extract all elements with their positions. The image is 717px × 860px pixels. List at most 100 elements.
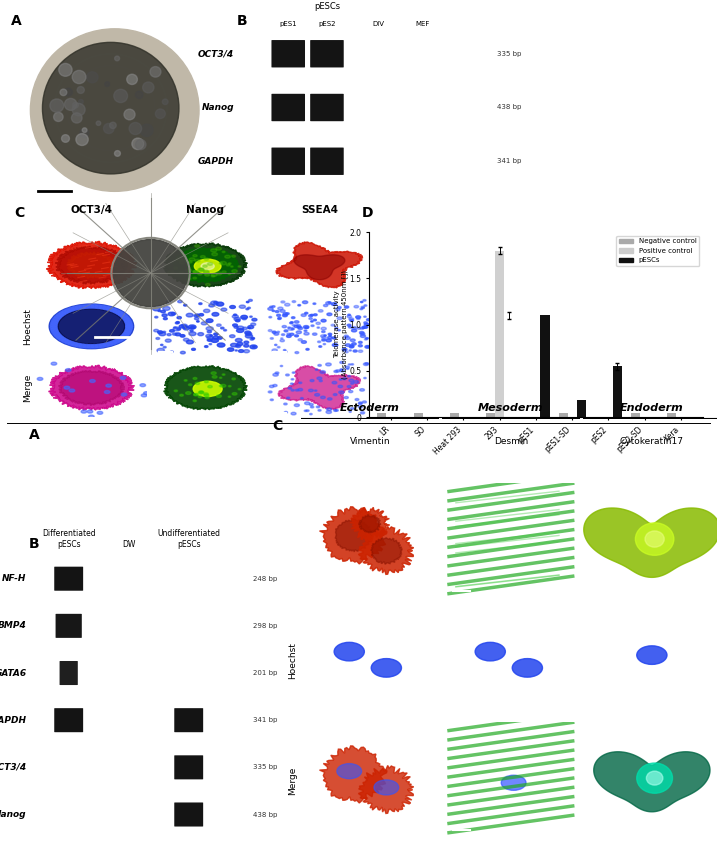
Ellipse shape [337,764,361,778]
Circle shape [339,378,342,380]
Circle shape [244,341,249,344]
Circle shape [113,239,188,306]
Circle shape [156,109,166,119]
Circle shape [344,335,348,337]
Circle shape [335,328,338,329]
Circle shape [60,89,67,95]
Circle shape [176,322,179,323]
Circle shape [209,343,212,345]
Circle shape [194,317,199,320]
Circle shape [62,135,70,142]
Circle shape [305,312,308,314]
Circle shape [53,317,60,321]
Circle shape [170,329,174,332]
FancyBboxPatch shape [272,148,305,175]
Circle shape [123,316,129,320]
Circle shape [87,71,98,83]
Circle shape [234,317,240,321]
Text: pESCs: pESCs [314,3,340,11]
Circle shape [168,271,174,274]
Circle shape [291,378,294,380]
Circle shape [326,339,331,341]
Circle shape [285,374,289,376]
Circle shape [301,341,306,343]
Circle shape [362,401,366,403]
Polygon shape [55,246,128,285]
Circle shape [280,310,285,312]
Circle shape [272,310,275,311]
Circle shape [136,139,146,150]
Circle shape [244,344,249,347]
Circle shape [212,253,217,255]
Circle shape [245,332,252,335]
Circle shape [211,249,217,252]
FancyBboxPatch shape [310,148,343,175]
Circle shape [251,323,256,326]
Circle shape [351,408,354,409]
Circle shape [361,301,363,303]
Circle shape [320,396,326,399]
Circle shape [79,305,86,309]
Circle shape [232,392,237,395]
Circle shape [268,308,273,310]
Circle shape [235,350,237,351]
Circle shape [364,322,367,323]
Circle shape [175,333,181,335]
Circle shape [335,409,338,411]
Circle shape [310,379,314,382]
Circle shape [310,414,312,415]
Circle shape [272,305,275,307]
Circle shape [163,306,170,310]
Circle shape [242,327,247,329]
Circle shape [216,247,222,250]
Circle shape [228,396,231,397]
Circle shape [204,273,209,276]
Circle shape [235,339,242,342]
Circle shape [317,327,320,329]
Circle shape [206,335,212,338]
Circle shape [205,396,209,399]
Circle shape [96,121,100,126]
Circle shape [79,344,86,347]
Circle shape [305,327,308,329]
Circle shape [194,259,221,273]
Circle shape [344,306,348,308]
Circle shape [120,335,128,338]
Circle shape [292,316,295,318]
Circle shape [232,315,238,318]
Polygon shape [358,515,381,533]
Circle shape [59,337,66,341]
Circle shape [362,307,364,309]
Bar [559,414,568,417]
Circle shape [281,301,285,303]
Circle shape [193,277,196,279]
Circle shape [298,389,303,391]
Circle shape [50,326,57,329]
Circle shape [277,307,283,310]
Circle shape [222,271,226,273]
Circle shape [269,316,272,318]
Circle shape [270,399,273,401]
Circle shape [186,341,194,344]
Circle shape [321,319,326,322]
Circle shape [334,371,338,372]
Circle shape [250,345,257,349]
Circle shape [195,259,200,262]
Circle shape [105,82,110,86]
Circle shape [212,275,215,277]
Bar [377,414,386,417]
Circle shape [288,328,293,330]
Circle shape [191,327,195,329]
Text: C: C [14,206,24,220]
Circle shape [54,334,61,337]
Circle shape [193,378,197,379]
Circle shape [57,314,63,317]
Circle shape [282,325,287,328]
Circle shape [180,335,185,337]
Legend: Negative control, Positive control, pESCs: Negative control, Positive control, pESC… [617,236,699,267]
Circle shape [99,344,105,347]
Circle shape [647,771,663,785]
Circle shape [103,306,110,310]
Circle shape [326,410,331,414]
Circle shape [338,385,343,388]
